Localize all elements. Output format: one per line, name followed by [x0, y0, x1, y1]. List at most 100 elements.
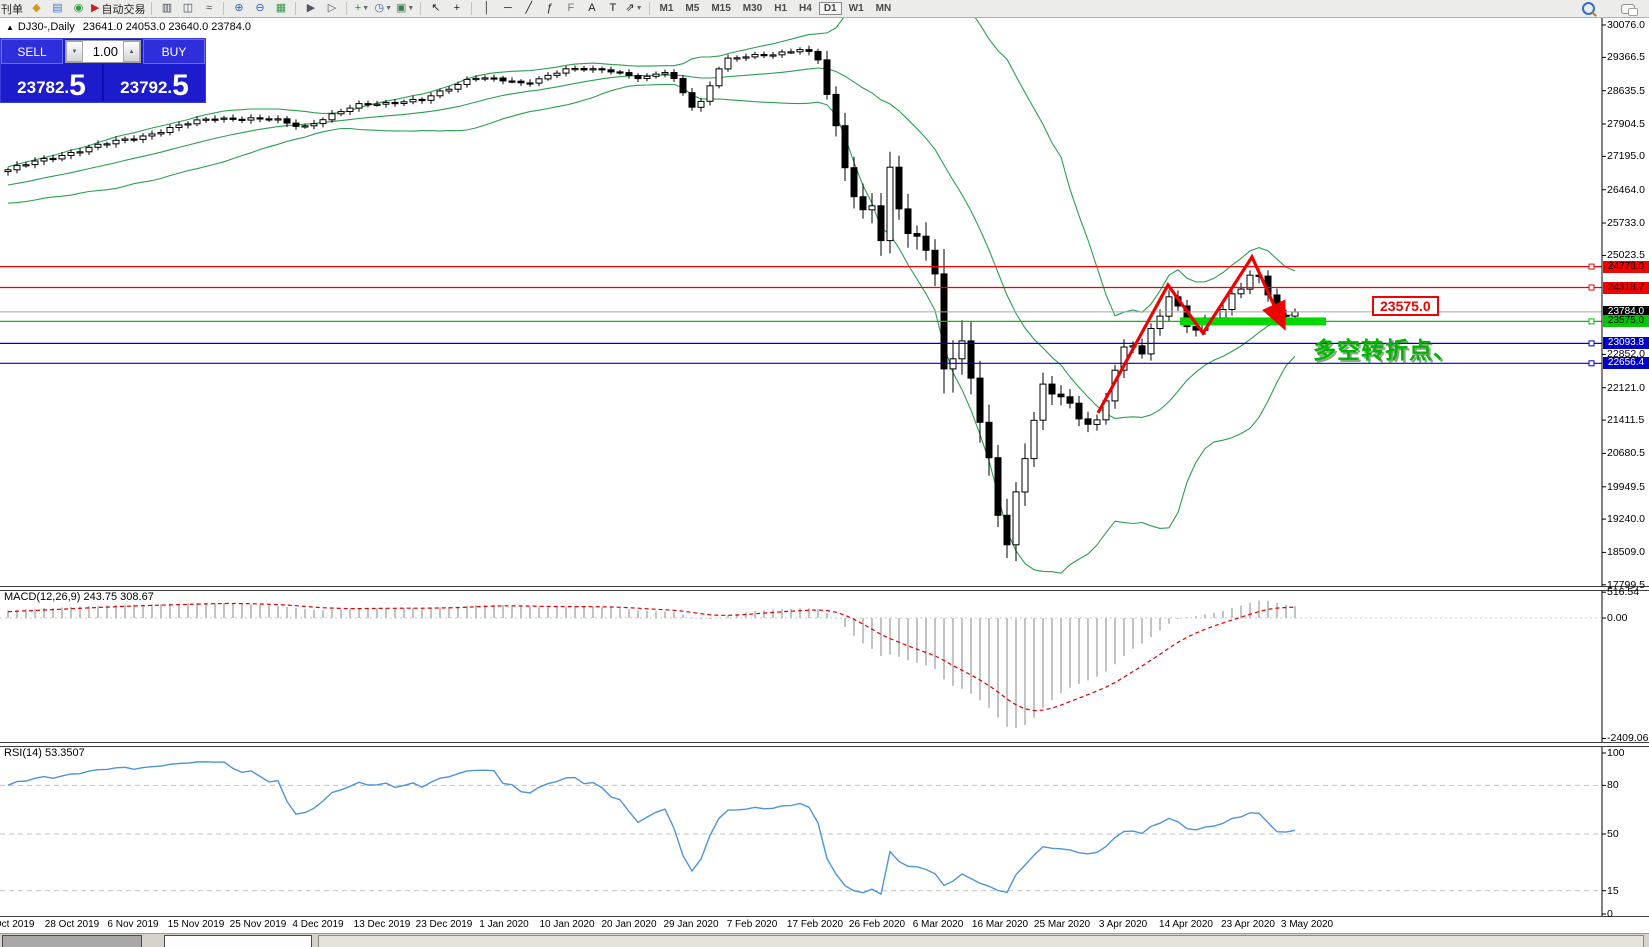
cursor-icon[interactable]: ↖: [425, 1, 446, 16]
timeframe-m5[interactable]: M5: [685, 3, 700, 14]
zoom-out-icon: ⊖: [255, 2, 265, 14]
price-level-label[interactable]: 23093.8: [1603, 337, 1649, 349]
panel-separator[interactable]: [0, 742, 1649, 747]
add-indicator-icon: +: [354, 2, 362, 14]
volume-increase-button[interactable]: ▲: [123, 41, 140, 62]
toolbar: 刊单 ◆ ▤ ◉ ▶ 自动交易 ▥ ◫ ≈ ⊕ ⊖ ▦ ▶ ▷ + ▼ ◷ ▼ ▣ ▼ ↖ + │ ─ ╱ ƒ F A T ⇗ ▼ M1 M5…: [0, 0, 1649, 18]
candlestick-chart-icon[interactable]: ◫: [177, 1, 198, 16]
price-level-label[interactable]: 23575.0: [1603, 315, 1649, 327]
chart-tab-1[interactable]: [2, 935, 142, 947]
bollinger-layer: [7, 0, 1296, 574]
price-note-box[interactable]: 23575.0: [1372, 296, 1439, 316]
price-tick: 30076.0: [1607, 19, 1645, 31]
collapse-triangle-icon[interactable]: ▲: [6, 23, 14, 32]
chart-tab-2[interactable]: [164, 935, 312, 947]
timeframe-m30[interactable]: M30: [742, 3, 763, 14]
price-tick: 22121.0: [1607, 382, 1645, 394]
text-icon[interactable]: A: [581, 1, 602, 16]
search-icon[interactable]: [1582, 2, 1595, 15]
sell-button[interactable]: SELL: [1, 39, 63, 64]
buy-price[interactable]: 23792. 5: [120, 69, 189, 102]
market-watch-icon[interactable]: ▤: [47, 1, 68, 16]
shapes-icon[interactable]: ⇗ ▼: [623, 1, 644, 16]
auto-scroll-icon[interactable]: ▶: [300, 1, 321, 16]
rsi-scale-label: 80: [1607, 779, 1619, 791]
chinese-annotation[interactable]: 多空转折点、: [1313, 337, 1457, 363]
timeframe-m15[interactable]: M15: [711, 3, 731, 14]
price-level-label[interactable]: 22656.4: [1603, 357, 1649, 369]
autotrading-icon[interactable]: ▶ 自动交易: [89, 1, 147, 16]
vertical-line-icon[interactable]: │: [476, 1, 497, 16]
timeframe-h4[interactable]: H4: [799, 3, 812, 14]
orders-label: 刊单: [1, 3, 23, 16]
price-tick: 27904.5: [1607, 118, 1645, 130]
rsi-scale-label: 0: [1607, 908, 1613, 920]
chart-title: ▲ DJ30-,Daily 23641.0 24053.0 23640.0 2378…: [6, 21, 251, 33]
signals-icon[interactable]: ◉: [68, 1, 89, 16]
price-level-label[interactable]: 24318.7: [1603, 282, 1649, 294]
periods-icon[interactable]: ◷ ▼: [372, 1, 394, 16]
shapes-icon-dropdown[interactable]: ▼: [635, 5, 643, 12]
vertical-line-icon: │: [483, 2, 491, 14]
channel-icon[interactable]: F: [560, 1, 581, 16]
price-tick: 19240.0: [1607, 513, 1645, 525]
chart-shift-icon[interactable]: ▷: [321, 1, 342, 16]
periods-icon-dropdown[interactable]: ▼: [385, 5, 393, 12]
date-label: 28 Oct 2019: [44, 919, 100, 930]
timeframe-w1[interactable]: W1: [848, 3, 864, 14]
fibonacci-icon[interactable]: ƒ: [539, 1, 560, 16]
crosshair-icon[interactable]: +: [446, 1, 467, 16]
text-icon: A: [588, 2, 596, 14]
add-indicator-icon-dropdown[interactable]: ▼: [362, 5, 370, 12]
chat-icon[interactable]: [1621, 3, 1638, 16]
bar-chart-icon[interactable]: ▥: [156, 1, 177, 16]
rsi-scale-label: 15: [1607, 885, 1619, 897]
date-label: 16 Mar 2020: [971, 919, 1029, 930]
rsi-layer: [7, 761, 1296, 896]
macd-scale-label: -2409.06: [1607, 732, 1649, 744]
horizontal-line-icon[interactable]: ─: [497, 1, 518, 16]
volume-input[interactable]: 1.00: [92, 44, 118, 59]
new-order-icon[interactable]: ◆: [26, 1, 47, 16]
macd-label: MACD(12,26,9) 243.75 308.67: [4, 591, 154, 603]
price-tick: 17799.5: [1607, 579, 1645, 591]
rsi-label: RSI(14) 53.3507: [4, 747, 85, 759]
price-level-label[interactable]: 24778.0: [1603, 261, 1649, 273]
text-label-icon[interactable]: T: [602, 1, 623, 16]
text-label-icon: T: [609, 2, 617, 14]
toolbar-separator: [420, 2, 422, 15]
template-icon[interactable]: ▣ ▼: [394, 1, 416, 16]
timeframe-m1[interactable]: M1: [659, 3, 674, 14]
date-label: 25 Nov 2019: [229, 919, 287, 930]
timeframe-d1[interactable]: D1: [818, 2, 842, 15]
date-label: 3 Apr 2020: [1098, 919, 1148, 930]
crosshair-icon: +: [453, 2, 461, 14]
template-icon-dropdown[interactable]: ▼: [407, 5, 415, 12]
date-label: 25 Mar 2020: [1033, 919, 1091, 930]
price-tick: 25023.5: [1607, 249, 1645, 261]
volume-decrease-button[interactable]: ▼: [66, 41, 83, 62]
trendline-icon[interactable]: ╱: [518, 1, 539, 16]
chart-tab-strip: [318, 935, 1644, 947]
price-tick: 26464.0: [1607, 184, 1645, 196]
toolbar-separator: [346, 2, 348, 15]
timeframe-h1[interactable]: H1: [774, 3, 788, 14]
line-chart-icon[interactable]: ≈: [198, 1, 219, 16]
sell-price[interactable]: 23782. 5: [17, 69, 86, 102]
date-label: 15 Nov 2019: [167, 919, 225, 930]
buy-button[interactable]: BUY: [143, 39, 205, 64]
tile-windows-icon[interactable]: ▦: [270, 1, 291, 16]
panel-separator[interactable]: [0, 586, 1649, 591]
add-indicator-icon[interactable]: + ▼: [351, 1, 372, 16]
price-tick: 29366.5: [1607, 51, 1645, 63]
zoom-out-icon[interactable]: ⊖: [249, 1, 270, 16]
timeframe-mn[interactable]: MN: [875, 3, 892, 14]
objects-layer: [0, 253, 1602, 414]
trendline-icon: ╱: [525, 2, 533, 14]
date-label: 4 Dec 2019: [292, 919, 344, 930]
trade-panel-divider: [102, 64, 104, 101]
date-label: 6 Nov 2019: [107, 919, 159, 930]
zoom-in-icon[interactable]: ⊕: [228, 1, 249, 16]
